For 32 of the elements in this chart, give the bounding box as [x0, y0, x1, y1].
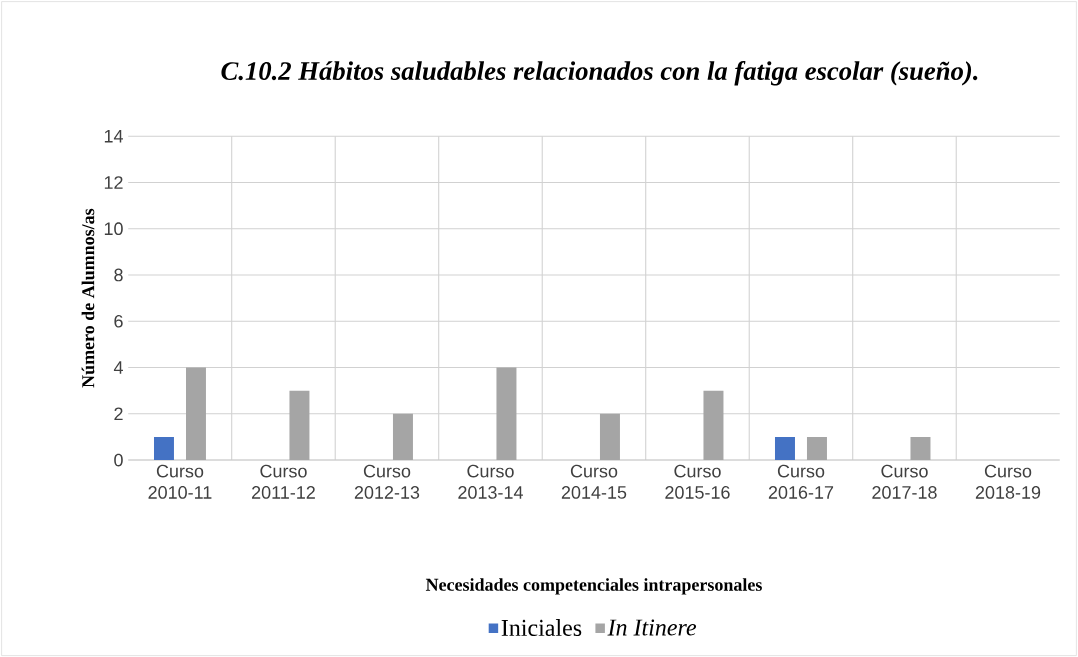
y-axis-title: Número de Alumnos/as: [81, 208, 95, 388]
bar: [185, 367, 206, 460]
x-tick-label: Curso 2017-18: [872, 464, 937, 499]
bar: [599, 413, 620, 460]
y-tick-label: 10: [104, 222, 123, 235]
x-tick-label: Curso 2016-17: [768, 464, 834, 499]
y-tick-label: 12: [104, 176, 123, 189]
x-tick-label: Curso 2012-13: [354, 464, 420, 499]
x-tick-label: Curso 2010-11: [148, 464, 212, 499]
y-tick-label: 14: [104, 129, 123, 143]
bar: [496, 367, 517, 460]
x-tick-label: Curso 2015-16: [665, 464, 730, 499]
bar: [289, 390, 310, 460]
y-tick-label: 4: [113, 361, 123, 374]
y-tick-label: 0: [114, 453, 123, 467]
y-tick-label: 6: [114, 314, 123, 328]
x-axis-title: Necesidades competenciales intrapersonales: [425, 578, 762, 595]
x-tick-label: Curso 2014-15: [561, 464, 627, 499]
chart-title: C.10.2 Hábitos saludables relacionados con la fatiga escolar (sueño).: [221, 60, 978, 86]
x-tick-label: Curso 2011-12: [252, 464, 315, 499]
x-tick-label: Curso 2013-14: [458, 464, 523, 499]
bar: [153, 436, 174, 460]
y-tick-label: 2: [114, 407, 123, 420]
bar: [703, 390, 724, 460]
legend-label: In Itinere: [607, 619, 697, 636]
bar: [774, 436, 795, 460]
y-tick-label: 8: [114, 268, 123, 282]
bar: [392, 413, 413, 460]
bar: [910, 436, 931, 460]
bar: [806, 436, 827, 460]
legend-label: Iniciales: [501, 619, 582, 636]
x-tick-label: Curso 2018-19: [975, 464, 1041, 499]
